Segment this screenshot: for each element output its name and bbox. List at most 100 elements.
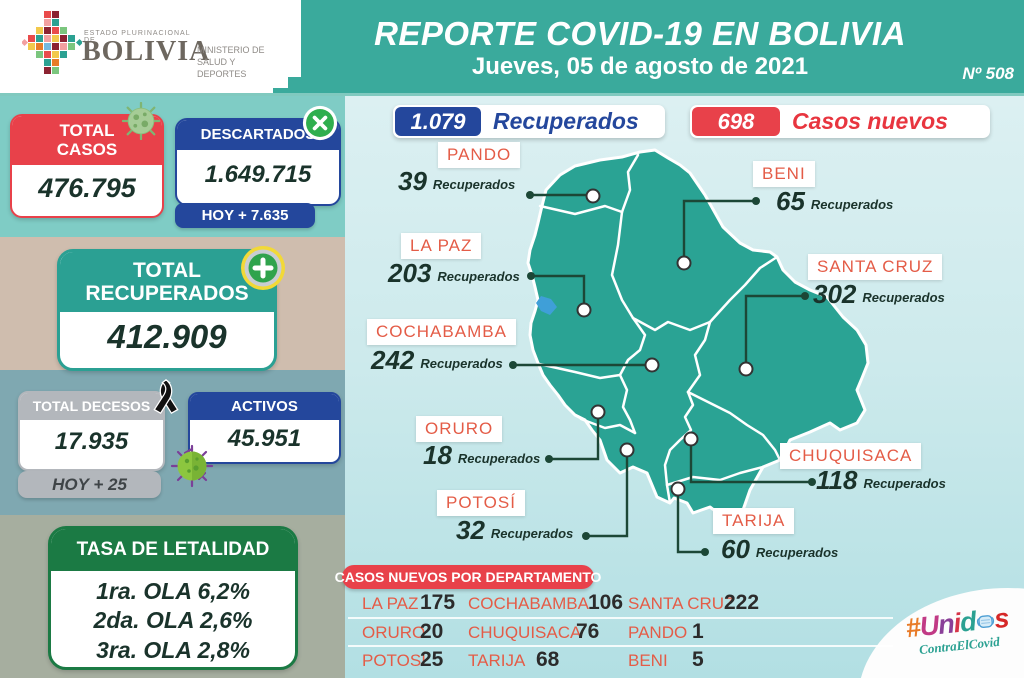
table-cell-name: SANTA CRUZ: [628, 594, 735, 613]
callout-value-potosi: 32 Recuperados: [456, 517, 573, 543]
chuquisaca-recovered-value: 118: [816, 465, 858, 495]
recuperados-total: 1.079: [395, 107, 481, 136]
activos-card: ACTIVOS 45.951: [188, 392, 341, 464]
total-recuperados-card: TOTAL RECUPERADOS 412.909: [57, 249, 277, 371]
decesos-hoy-pill: HOY + 25: [18, 471, 161, 498]
table-cell-name: CHUQUISACA: [468, 623, 582, 642]
table-cell-name: TARIJA: [468, 651, 526, 670]
table-title-pill: CASOS NUEVOS POR DEPARTAMENTO: [335, 565, 601, 589]
callout-name-cochabamba: COCHABAMBA: [367, 319, 516, 345]
total-decesos-value: 17.935: [54, 428, 129, 455]
oruro-recovered-value: 18: [423, 440, 452, 470]
activos-value: 45.951: [227, 424, 302, 452]
callout-value-santacruz: 302 Recuperados: [813, 281, 945, 307]
tasa-letalidad-label: TASA DE LETALIDAD: [51, 529, 295, 571]
callout-name-potosi: POTOSÍ: [437, 490, 525, 516]
table-separator: [348, 645, 893, 647]
tarija-recovered-unit: Recuperados: [755, 545, 839, 560]
chakana-logo-icon: [22, 11, 82, 74]
department-borders: [537, 153, 782, 505]
pando-recovered-value: 39: [398, 166, 427, 196]
descartados-hoy-pill: HOY + 7.635: [175, 203, 315, 228]
total-decesos-card: TOTAL DECESOS 17.935: [18, 391, 165, 471]
callout-value-lapaz: 203 Recuperados: [388, 260, 520, 286]
virus-icon: [122, 102, 160, 140]
total-recuperados-value: 412.909: [107, 318, 227, 355]
callout-value-cochabamba: 242 Recuperados: [371, 347, 503, 373]
callout-connectors: [513, 193, 812, 554]
discarded-x-icon: [302, 105, 338, 141]
callout-value-chuquisaca: 118 Recuperados: [816, 467, 946, 493]
chuquisaca-recovered-unit: Recuperados: [863, 476, 946, 491]
activos-label: ACTIVOS: [190, 394, 339, 420]
table-cell-value: 222: [724, 591, 760, 614]
tasa-ola-3: 3ra. OLA 2,8%: [96, 636, 250, 663]
header-step-2: [273, 88, 301, 93]
table-separator: [348, 617, 893, 619]
tasa-letalidad-card: TASA DE LETALIDAD 1ra. OLA 6,2% 2da. OLA…: [48, 526, 298, 670]
table-cell-value: 20: [420, 620, 444, 643]
callout-value-beni: 65 Recuperados: [776, 188, 893, 214]
table-cell-value: 25: [420, 648, 444, 671]
table-cell-name: PANDO: [628, 623, 688, 642]
bolivia-wordmark: BOLIVIA: [82, 36, 211, 67]
oruro-recovered-unit: Recuperados: [457, 451, 541, 466]
casos-nuevos-banner: 698 Casos nuevos: [690, 105, 990, 138]
callout-name-chuquisaca: CHUQUISACA: [780, 443, 922, 469]
table-cell-value: 1: [692, 620, 704, 643]
pando-recovered-unit: Recuperados: [432, 177, 516, 192]
santacruz-recovered-unit: Recuperados: [862, 290, 945, 305]
callout-value-oruro: 18 Recuperados: [423, 442, 540, 468]
lapaz-recovered-value: 203: [388, 258, 432, 288]
cochabamba-recovered-unit: Recuperados: [420, 356, 503, 371]
table-cell-value: 5: [692, 648, 704, 671]
table-cell-name: BENI: [628, 651, 668, 670]
report-number: Nº 508: [962, 64, 1014, 83]
total-casos-value: 476.795: [38, 172, 136, 203]
recuperados-banner: 1.079 Recuperados: [393, 105, 665, 138]
table-cell-name: ORURO: [362, 623, 426, 642]
lapaz-recovered-unit: Recuperados: [437, 269, 520, 284]
descartados-value: 1.649.715: [204, 160, 312, 188]
total-decesos-label: TOTAL DECESOS: [20, 393, 163, 420]
page-date: Jueves, 05 de agosto de 2021: [471, 53, 809, 80]
callout-name-lapaz: LA PAZ: [401, 233, 482, 259]
face-mask-icon: [976, 615, 994, 629]
casos-nuevos-banner-label: Casos nuevos: [792, 108, 948, 134]
potosi-recovered-value: 32: [456, 515, 485, 545]
tarija-recovered-value: 60: [721, 534, 750, 564]
cochabamba-recovered-value: 242: [371, 345, 415, 375]
callout-name-santacruz: SANTA CRUZ: [808, 254, 943, 280]
callout-name-beni: BENI: [753, 161, 815, 187]
lake-titicaca: [536, 296, 557, 315]
label-end-dots: [509, 191, 816, 556]
callout-value-pando: 39 Recuperados: [398, 168, 515, 194]
table-cell-name: POTOSÍ: [362, 651, 426, 670]
virus-icon-2: [170, 444, 214, 488]
casos-nuevos-total: 698: [692, 107, 780, 136]
page-title: REPORTE COVID-19 EN BOLIVIA: [374, 15, 906, 52]
tasa-ola-2: 2da. OLA 2,6%: [93, 607, 253, 634]
beni-recovered-unit: Recuperados: [810, 197, 894, 212]
table-cell-name: LA PAZ: [362, 594, 419, 613]
title-band-edge: [0, 93, 1024, 96]
total-recuperados-label: TOTAL RECUPERADOS: [60, 252, 274, 312]
potosi-recovered-unit: Recuperados: [490, 526, 574, 541]
table-cell-value: 106: [588, 591, 624, 614]
plus-icon: [241, 246, 285, 290]
table-cell-value: 175: [420, 591, 456, 614]
table-cell-value: 76: [576, 620, 600, 643]
santacruz-recovered-value: 302: [813, 279, 857, 309]
unidos-letter: d: [958, 606, 978, 638]
tasa-ola-1: 1ra. OLA 6,2%: [96, 578, 250, 604]
callout-value-tarija: 60 Recuperados: [721, 536, 838, 562]
bolivia-map: [509, 148, 870, 556]
beni-recovered-value: 65: [776, 186, 805, 216]
callout-name-oruro: ORURO: [416, 416, 503, 442]
table-cell-value: 68: [536, 648, 560, 671]
map-department-dots: [576, 188, 754, 497]
callout-name-tarija: TARIJA: [713, 508, 795, 534]
recuperados-banner-label: Recuperados: [493, 108, 639, 134]
callout-name-pando: PANDO: [438, 142, 521, 168]
